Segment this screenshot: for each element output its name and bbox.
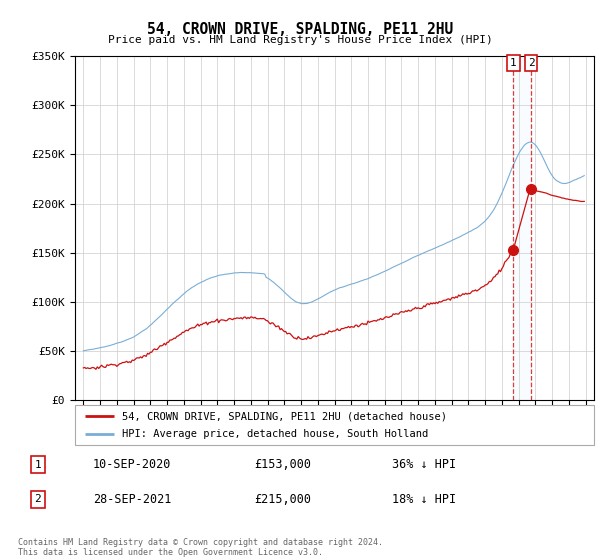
Text: 2: 2 [35, 494, 41, 505]
Bar [514, 56, 531, 400]
Text: 36% ↓ HPI: 36% ↓ HPI [392, 458, 456, 471]
Text: 1: 1 [510, 58, 517, 68]
Text: 54, CROWN DRIVE, SPALDING, PE11 2HU: 54, CROWN DRIVE, SPALDING, PE11 2HU [147, 22, 453, 38]
Text: HPI: Average price, detached house, South Holland: HPI: Average price, detached house, Sout… [122, 429, 428, 439]
FancyBboxPatch shape [75, 405, 594, 445]
Text: Price paid vs. HM Land Registry's House Price Index (HPI): Price paid vs. HM Land Registry's House … [107, 35, 493, 45]
Text: £153,000: £153,000 [254, 458, 311, 471]
Text: 18% ↓ HPI: 18% ↓ HPI [392, 493, 456, 506]
Text: 1: 1 [35, 460, 41, 470]
Text: £215,000: £215,000 [254, 493, 311, 506]
Text: 2: 2 [527, 58, 535, 68]
Text: 10-SEP-2020: 10-SEP-2020 [92, 458, 171, 471]
Text: 28-SEP-2021: 28-SEP-2021 [92, 493, 171, 506]
Text: Contains HM Land Registry data © Crown copyright and database right 2024.
This d: Contains HM Land Registry data © Crown c… [18, 538, 383, 557]
Text: 54, CROWN DRIVE, SPALDING, PE11 2HU (detached house): 54, CROWN DRIVE, SPALDING, PE11 2HU (det… [122, 411, 447, 421]
